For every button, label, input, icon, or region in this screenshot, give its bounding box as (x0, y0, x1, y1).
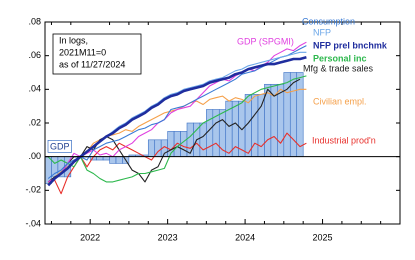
bar (115, 156, 123, 164)
y-tick-label: .06 (28, 50, 41, 60)
annotation-text: In logs, (59, 35, 88, 45)
annotation: In logs, 2021M11=0 as of 11/27/2024 (52, 33, 142, 75)
y-tick-label: .00 (28, 151, 41, 161)
bar (283, 72, 291, 157)
x-tick-label: 2023 (158, 232, 178, 242)
annotation-text: as of 11/27/2024 (59, 59, 125, 69)
legend-label: Consumption (302, 16, 355, 26)
x-tick-label: 2022 (80, 232, 100, 242)
bar (102, 156, 110, 161)
x-tick-label: 2024 (235, 232, 255, 242)
legend-label: Civilian empl. (313, 96, 367, 106)
legend-label: Personal inc (313, 53, 367, 63)
bar (109, 156, 117, 164)
legend-label: GDP (50, 141, 70, 151)
legend-label: NFP prel bnchmk (313, 40, 388, 50)
y-tick-label: -.02 (25, 185, 41, 195)
y-tick-label: .04 (28, 84, 41, 94)
legend-label: GDP (SPGMI) (237, 36, 294, 46)
bar (199, 122, 207, 157)
legend-box (47, 140, 72, 153)
y-tick-label: .08 (28, 16, 41, 26)
annotation-box (52, 33, 142, 75)
bar (277, 83, 285, 157)
bar (147, 139, 156, 157)
annotation-text: 2021M11=0 (59, 47, 106, 57)
bar (180, 131, 188, 157)
legend-label: Mfg & trade sales (303, 63, 374, 73)
y-tick-label: -.04 (25, 218, 41, 228)
legend-label: NFP (313, 27, 331, 37)
bar (257, 94, 265, 157)
series-line (47, 56, 307, 187)
x-tick-label: 2025 (313, 232, 333, 242)
bar (206, 109, 214, 157)
plot-area (44, 41, 307, 195)
y-tick-label: .02 (28, 117, 41, 127)
series-line (47, 75, 307, 183)
legend-label: Industrial prod'n (312, 135, 376, 145)
bar (96, 156, 104, 161)
series-line (47, 132, 307, 195)
